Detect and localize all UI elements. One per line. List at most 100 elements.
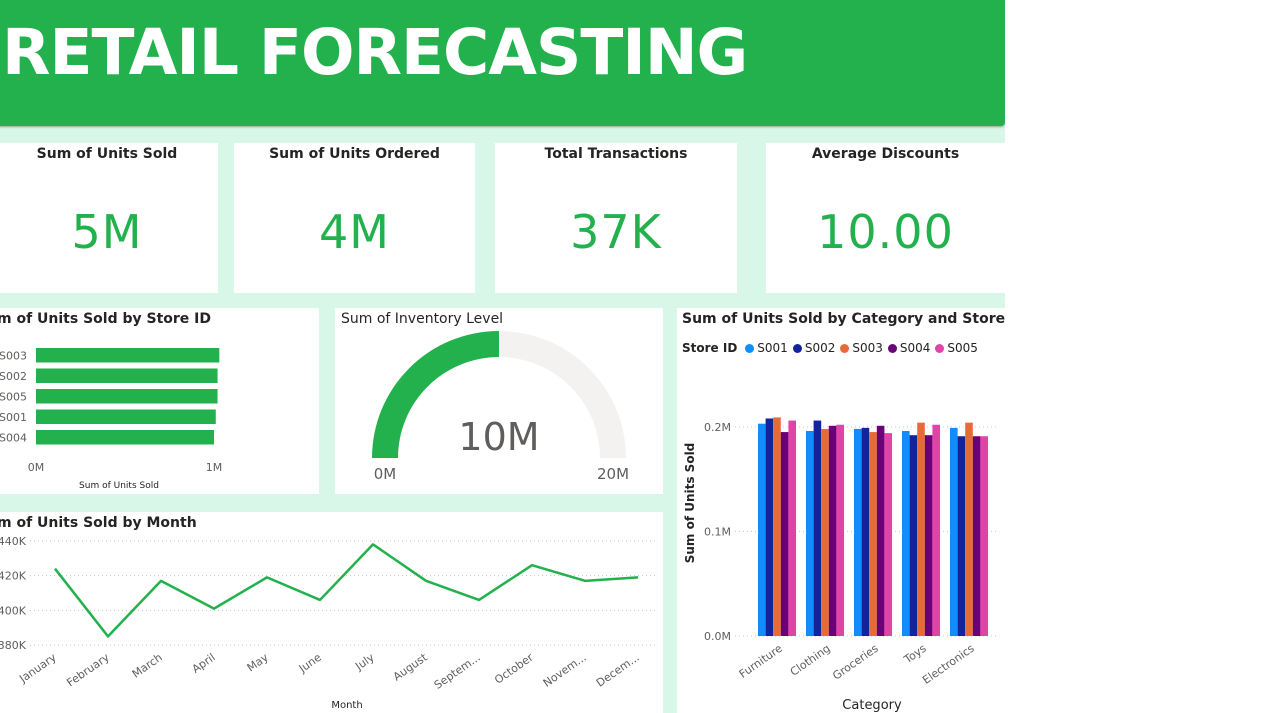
line-point: [476, 597, 482, 603]
legend-item-s002[interactable]: S002: [792, 341, 836, 355]
bar-toys-s003: [917, 422, 925, 636]
x-tick-label: Septem...: [432, 651, 483, 692]
x-tick-label: 0M: [28, 461, 45, 474]
bar-toys-s004: [924, 435, 933, 636]
category-label: S005: [0, 390, 27, 403]
legend-label: S003: [852, 341, 883, 355]
gauge-title: Sum of Inventory Level: [341, 311, 504, 327]
line-point: [370, 541, 376, 547]
legend-swatch: [745, 343, 755, 353]
bar-groceries-s003: [869, 432, 877, 636]
bar-s003: [36, 348, 220, 363]
store-chart-title: m of Units Sold by Store ID: [0, 311, 211, 327]
bar-furniture-s004: [780, 432, 789, 636]
x-tick-label: March: [130, 651, 165, 681]
category-label: S002: [0, 370, 27, 383]
units-sold-line: [54, 543, 639, 638]
dashboard-title: RETAIL FORECASTING: [2, 16, 748, 89]
y-tick-label: 0.1M: [704, 525, 731, 538]
line-point: [211, 606, 217, 612]
bar-s004: [36, 430, 214, 445]
line-point: [158, 578, 164, 584]
kpi-value: 5M: [71, 205, 143, 259]
bar-electronics-s002: [957, 436, 966, 636]
y-tick-label: 420K: [0, 570, 27, 583]
bar-furniture-s002: [765, 418, 774, 636]
chart-legend: Store ID S001 S002 S003 S004 S005: [682, 341, 983, 355]
bar-s005: [36, 389, 218, 404]
legend-swatch: [887, 343, 897, 353]
kpi-value: 10.00: [817, 205, 954, 259]
inventory-gauge-visual[interactable]: Sum of Inventory Level 10M 0M 20M: [335, 308, 663, 494]
bar-furniture-s003: [773, 417, 781, 636]
kpi-value: 37K: [570, 205, 662, 259]
x-tick-label: June: [296, 651, 324, 676]
dashboard-canvas: RETAIL FORECASTING Sum of Units Sold 5M …: [0, 0, 1005, 713]
gauge-fill: [372, 331, 499, 458]
bar-clothing-s001: [806, 431, 814, 636]
bar-electronics-s004: [972, 436, 981, 636]
bar-clothing-s005: [836, 424, 844, 636]
line-point: [423, 578, 429, 584]
legend-swatch: [792, 343, 802, 353]
blank-area: [1005, 0, 1268, 713]
x-tick-label: February: [64, 651, 112, 690]
bar-furniture-s001: [758, 423, 766, 636]
legend-item-s005[interactable]: S005: [935, 341, 978, 355]
kpi-card-average-discounts[interactable]: Average Discounts 10.00: [766, 143, 1005, 293]
kpi-value: 4M: [319, 205, 390, 259]
x-tick-label: January: [16, 651, 59, 686]
line-point: [105, 633, 111, 639]
x-tick-label: 1M: [206, 461, 223, 474]
month-line-chart: 380K 400K 420K 440K January February March Apri…: [0, 535, 658, 711]
legend-label: S002: [804, 341, 836, 355]
category-chart-title: Sum of Units Sold by Category and Store …: [682, 311, 1005, 327]
kpi-title: Sum of Units Sold: [36, 146, 178, 162]
kpi-card-total-transactions[interactable]: Total Transactions 37K: [495, 143, 737, 293]
y-tick-label: 380K: [0, 639, 27, 652]
month-line-chart-visual[interactable]: m of Units Sold by Month 380K 400K 420K 440…: [0, 512, 663, 713]
category-bar-chart-visual[interactable]: Sum of Units Sold by Category and Store …: [677, 308, 1005, 713]
kpi-card-units-sold[interactable]: Sum of Units Sold 5M: [0, 143, 218, 293]
inventory-gauge: 10M 0M 20M: [372, 331, 629, 483]
bar-s002: [36, 368, 218, 383]
x-tick-label: Groceries: [830, 642, 881, 683]
kpi-title: Average Discounts: [811, 146, 960, 162]
x-tick-label: Novem...: [541, 651, 589, 690]
bar-clothing-s004: [828, 425, 837, 636]
kpi-card-units-ordered[interactable]: Sum of Units Ordered 4M: [234, 143, 475, 293]
month-chart-title: m of Units Sold by Month: [0, 515, 197, 531]
gauge-max-label: 20M: [597, 465, 629, 483]
kpi-title: Total Transactions: [544, 146, 688, 162]
y-axis-title: Sum of Units Sold: [683, 443, 697, 564]
bar-groceries-s005: [884, 433, 892, 636]
line-point: [635, 574, 641, 580]
bar-s001: [36, 409, 216, 424]
title-banner: RETAIL FORECASTING: [0, 0, 1005, 126]
bar-electronics-s005: [980, 436, 988, 636]
bar-electronics-s003: [965, 422, 973, 636]
x-axis-title: Category: [842, 698, 902, 713]
bar-groceries-s004: [876, 425, 885, 636]
legend-item-s004[interactable]: S004: [887, 341, 931, 355]
legend-label: S005: [947, 341, 978, 355]
bar-toys-s005: [932, 424, 940, 636]
bar-toys-s002: [909, 435, 918, 636]
bar-electronics-s001: [950, 427, 958, 636]
bar-clothing-s002: [813, 420, 822, 636]
gauge-track: [499, 331, 626, 458]
y-tick-label: 440K: [0, 535, 27, 548]
x-tick-label: July: [352, 651, 377, 674]
category-label: S004: [0, 431, 27, 444]
store-bar-chart-visual[interactable]: m of Units Sold by Store ID S003 S002 S005…: [0, 308, 319, 494]
line-point: [317, 597, 323, 603]
store-bar-chart: S003 S002 S005 S001 S004 0M 1M Sum of Units Sol…: [0, 348, 223, 491]
x-tick-label: May: [245, 651, 271, 675]
bar-toys-s001: [902, 431, 910, 636]
legend-item-s001[interactable]: S001: [745, 341, 788, 355]
legend-item-s003[interactable]: S003: [840, 341, 883, 355]
legend-label: S004: [899, 341, 931, 355]
bar-groceries-s001: [854, 428, 862, 636]
x-tick-label: August: [391, 650, 431, 683]
